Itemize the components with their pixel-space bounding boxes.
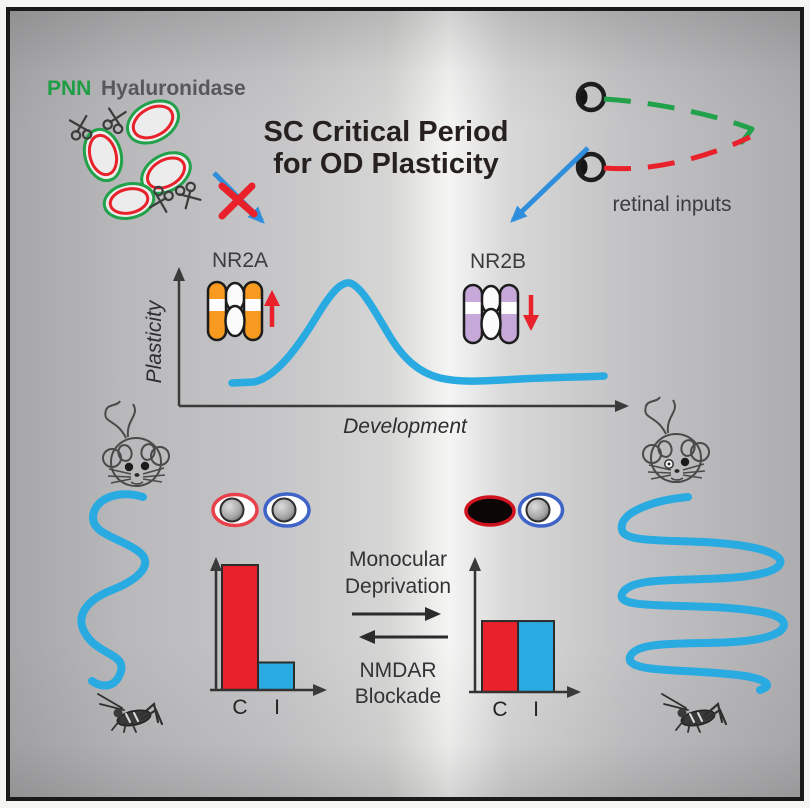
plasticity-plot: Plasticity Development <box>143 267 629 438</box>
blocked-pathway-arrow <box>212 171 265 224</box>
ipsi-input-dashed-line <box>603 134 752 172</box>
bar-contra <box>221 564 259 691</box>
panel-border <box>6 7 804 801</box>
monocular-label-line2: Deprivation <box>345 575 451 598</box>
development-axis-label: Development <box>343 415 468 438</box>
bar-label-ipsi: I <box>274 696 280 719</box>
scissors-icon <box>174 181 202 210</box>
retinal-inputs-label: retinal inputs <box>612 193 731 216</box>
nmdar-label-line2: Blockade <box>355 685 441 708</box>
nr2a-group: NR2A <box>206 249 280 342</box>
pnn-cell-icon <box>126 99 180 145</box>
closed-eye-contra-icon <box>464 495 516 527</box>
transition-group: Monocular Deprivation NMDAR Blockade <box>345 548 451 708</box>
open-eye-ipsi-icon <box>517 492 565 528</box>
bar-ipsi <box>517 620 555 693</box>
bar-contra <box>481 620 519 693</box>
open-eye-ipsi-icon <box>263 492 311 528</box>
plasticity-curve <box>228 279 608 387</box>
nr2a-receptor-icon <box>206 280 264 342</box>
nmdar-label-line1: NMDAR <box>360 659 437 682</box>
title-line1: SC Critical Period <box>264 116 509 148</box>
nr2b-receptor-icon <box>462 283 520 345</box>
hyaluronidase-label: Hyaluronidase <box>101 77 246 100</box>
input-to-nr2b-arrow <box>510 146 590 223</box>
pnn-label: PNN <box>47 77 91 100</box>
eye-icon <box>575 81 607 113</box>
contra-input-dashed-line <box>603 96 753 132</box>
od-chart-normal: C I <box>210 557 327 719</box>
bar-label-contra: C <box>232 696 247 719</box>
retinal-inputs-group: retinal inputs <box>510 81 755 223</box>
nr2b-group: NR2B <box>462 250 539 345</box>
mouse-deprived-icon <box>642 396 710 483</box>
nr2a-label: NR2A <box>212 249 268 272</box>
pnn-cells-group <box>68 99 202 220</box>
bar-label-ipsi: I <box>533 698 539 721</box>
pnn-cell-icon <box>82 127 124 183</box>
open-eye-contra-icon <box>211 492 259 528</box>
grasshopper-icon <box>661 693 728 733</box>
eye-icon <box>575 151 607 183</box>
red-x-icon <box>218 182 258 220</box>
nr2b-label: NR2B <box>470 250 526 273</box>
eyes-deprived-group <box>464 492 565 528</box>
scissors-icon <box>148 185 174 213</box>
pnn-cell-icon <box>102 182 156 220</box>
eyes-normal-group <box>211 492 311 528</box>
bar-label-contra: C <box>492 698 507 721</box>
tangled-hunting-path <box>617 493 788 694</box>
od-chart-deprived: C I <box>469 557 581 721</box>
pnn-cell-icon <box>140 151 192 195</box>
mouse-normal-icon <box>102 400 170 487</box>
plasticity-axis-label: Plasticity <box>143 299 166 383</box>
smooth-hunting-path <box>77 490 150 690</box>
monocular-label-line1: Monocular <box>349 548 447 571</box>
grasshopper-icon <box>97 693 164 733</box>
title-line2: for OD Plasticity <box>273 148 499 180</box>
scissors-icon <box>102 107 127 135</box>
bar-ipsi <box>257 661 295 691</box>
scissors-icon <box>68 114 93 141</box>
